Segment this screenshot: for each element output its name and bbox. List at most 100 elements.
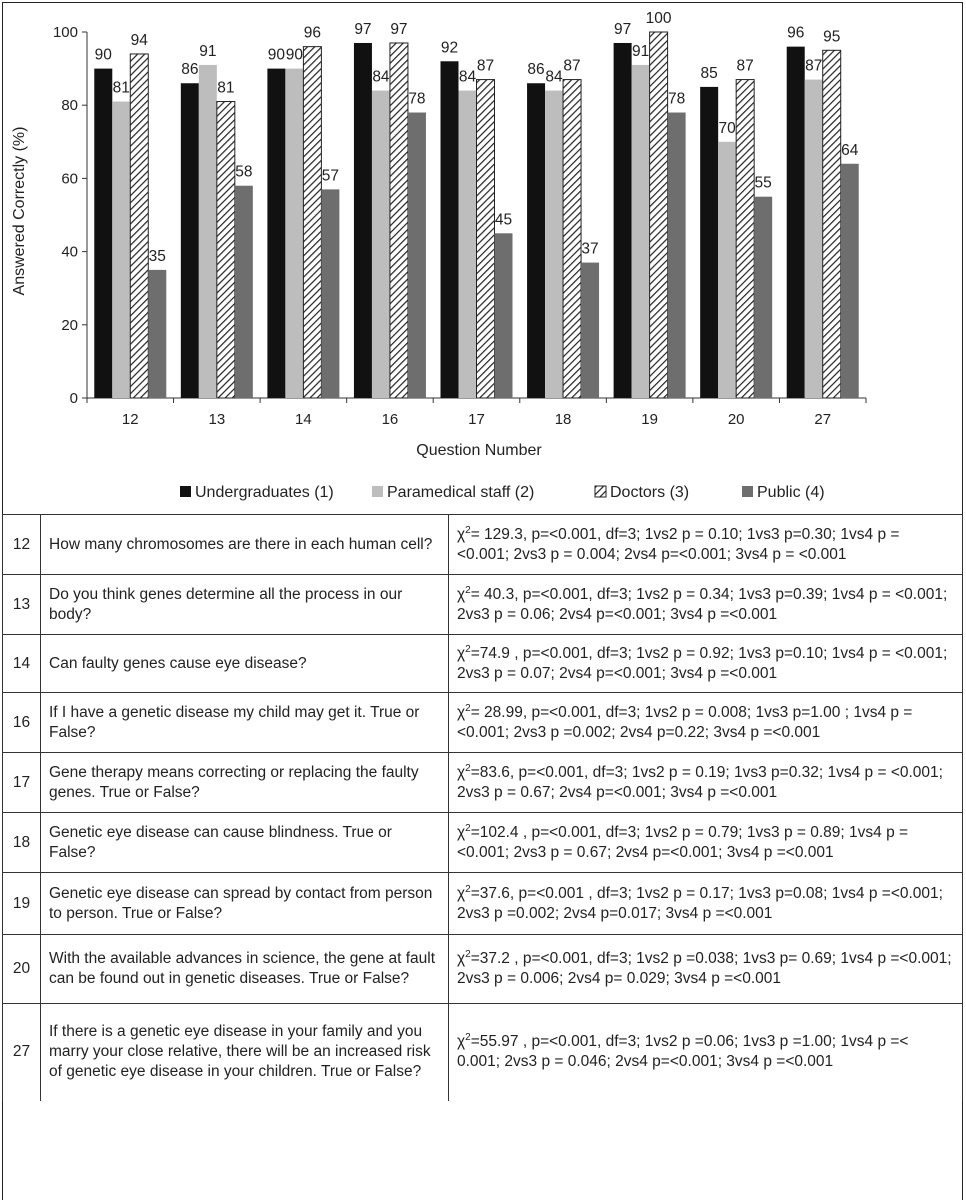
question-number: 14	[2, 634, 41, 693]
x-tick-label: 19	[641, 411, 658, 428]
chi-square-stats: χ2= 28.99, p=<0.001, df=3; 1vs2 p = 0.00…	[448, 692, 963, 753]
bar-value-label: 87	[477, 58, 494, 75]
bar-value-label: 91	[632, 43, 649, 60]
stat-superscript: 2	[465, 883, 471, 895]
stat-superscript: 2	[465, 584, 471, 596]
question-number: 27	[2, 1003, 41, 1101]
legend-label: Doctors (3)	[610, 484, 689, 501]
bar-value-label: 97	[390, 21, 407, 38]
bar	[321, 189, 340, 398]
y-tick-label: 80	[61, 97, 78, 114]
bar	[234, 185, 253, 398]
bar	[700, 86, 719, 399]
chart-bars	[94, 31, 859, 399]
stat-symbol: χ	[457, 1033, 466, 1051]
stat-symbol: χ	[457, 644, 466, 662]
legend-swatch	[180, 486, 191, 497]
bar	[613, 42, 632, 398]
bar-value-label: 86	[181, 61, 198, 78]
bar	[129, 53, 149, 399]
bar-value-label: 92	[441, 39, 458, 56]
bar-value-label: 96	[304, 25, 321, 42]
y-axis-label: Answered Correctly (%)	[11, 127, 28, 296]
bar-value-label: 87	[563, 58, 580, 75]
table-row: 16 If I have a genetic disease my child m…	[2, 692, 963, 753]
stat-values: =37.2 , p=<0.001, df=3; 1vs2 p =0.038; 1…	[457, 950, 952, 987]
stat-symbol: χ	[457, 703, 466, 721]
bar	[94, 68, 113, 398]
stat-superscript: 2	[465, 524, 471, 536]
y-tick-label: 100	[53, 24, 78, 41]
chart-legend: Undergraduates (1) Paramedical staff (2) D…	[180, 484, 825, 501]
chi-square-stats: χ2=37.6, p=<0.001 , df=3; 1vs2 p = 0.17;…	[448, 872, 963, 935]
x-tick-label: 13	[208, 411, 225, 428]
bar-value-label: 35	[149, 248, 166, 265]
stat-values: =74.9 , p=<0.001, df=3; 1vs2 p = 0.92; 1…	[457, 644, 948, 682]
question-number: 17	[2, 752, 41, 813]
bar-value-label: 85	[701, 65, 718, 82]
stat-superscript: 2	[465, 1032, 471, 1044]
bar	[407, 112, 426, 399]
bar-value-label: 78	[408, 91, 425, 108]
bar	[216, 101, 236, 399]
question-number: 18	[2, 812, 41, 873]
bar	[804, 79, 823, 398]
bar	[581, 262, 600, 398]
bar	[458, 90, 477, 398]
question-text: Genetic eye disease can spread by contac…	[40, 872, 449, 935]
bar	[148, 269, 167, 398]
stat-symbol: χ	[457, 823, 466, 841]
stat-superscript: 2	[465, 822, 471, 834]
legend-label: Undergraduates (1)	[195, 484, 334, 501]
chi-square-stats: χ2= 129.3, p=<0.001, df=3; 1vs2 p = 0.10…	[448, 514, 963, 575]
bar	[180, 83, 199, 399]
stat-symbol: χ	[457, 763, 466, 781]
table-row: 17 Gene therapy means correcting or repla…	[2, 752, 963, 813]
bar-value-label: 84	[459, 69, 477, 86]
bar-value-label: 91	[199, 43, 216, 60]
bar	[786, 46, 805, 398]
chi-square-stats: χ2=55.97 , p=<0.001, df=3; 1vs2 p =0.06;…	[448, 1003, 963, 1101]
bar-value-label: 97	[354, 21, 371, 38]
question-text: Do you think genes determine all the pro…	[40, 574, 449, 635]
chi-square-stats: χ2=74.9 , p=<0.001, df=3; 1vs2 p = 0.92;…	[448, 634, 963, 693]
bar-value-label: 81	[113, 80, 130, 97]
legend-swatch	[594, 485, 607, 498]
y-tick-label: 20	[61, 317, 78, 334]
stat-values: = 40.3, p=<0.001, df=3; 1vs2 p = 0.34; 1…	[457, 585, 948, 623]
bar	[754, 196, 773, 398]
table-row: 19 Genetic eye disease can spread by cont…	[2, 872, 963, 935]
stat-values: = 28.99, p=<0.001, df=3; 1vs2 p = 0.008;…	[457, 703, 913, 741]
bar	[353, 42, 372, 398]
stat-values: =102.4 , p=<0.001, df=3; 1vs2 p = 0.79; …	[457, 823, 909, 861]
legend-swatch	[372, 486, 383, 497]
question-number: 19	[2, 872, 41, 935]
bar	[562, 79, 582, 399]
bar-value-label: 64	[841, 142, 859, 159]
bar-value-label: 37	[581, 241, 598, 258]
question-text: If I have a genetic disease my child may…	[40, 692, 449, 753]
bar	[440, 61, 459, 398]
bar-value-label: 90	[95, 47, 113, 64]
bar	[371, 90, 390, 398]
bar-value-label: 86	[527, 61, 544, 78]
x-tick-label: 14	[295, 411, 312, 428]
bar-value-label: 58	[235, 164, 252, 181]
stat-superscript: 2	[465, 643, 471, 655]
x-axis-label: Question Number	[416, 442, 542, 459]
table-row: 12 How many chromosomes are there in each…	[2, 514, 963, 575]
stat-values: =83.6, p=<0.001, df=3; 1vs2 p = 0.19; 1v…	[457, 763, 943, 801]
chi-square-stats: χ2= 40.3, p=<0.001, df=3; 1vs2 p = 0.34;…	[448, 574, 963, 635]
bar-value-label: 57	[322, 167, 339, 184]
stat-values: = 129.3, p=<0.001, df=3; 1vs2 p = 0.10; …	[457, 525, 900, 563]
x-tick-label: 18	[555, 411, 572, 428]
chi-square-stats: χ2=83.6, p=<0.001, df=3; 1vs2 p = 0.19; …	[448, 752, 963, 813]
bar-value-label: 96	[787, 25, 804, 42]
bar	[735, 79, 755, 399]
bar	[649, 31, 669, 399]
bar-value-label: 95	[823, 28, 840, 45]
bar	[476, 79, 495, 399]
bar	[822, 49, 842, 399]
stat-superscript: 2	[465, 762, 471, 774]
